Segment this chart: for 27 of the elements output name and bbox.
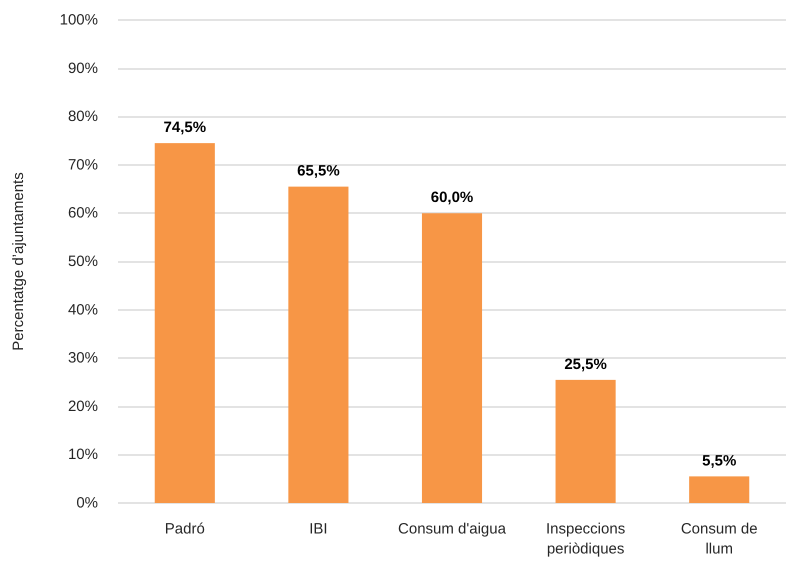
bar [689, 476, 750, 503]
y-tick-label: 100% [60, 12, 98, 28]
y-tick-label: 70% [68, 156, 98, 174]
bar [288, 186, 348, 503]
x-tick-label: Consum d'aigua [398, 520, 507, 538]
y-tick-label: 0% [76, 494, 98, 512]
x-tick-label: Consum de llum [680, 520, 758, 558]
y-axis-title: Percentatge d’ajuntaments [10, 172, 27, 351]
data-label: 74,5% [164, 119, 206, 136]
x-tick-label: IBI [309, 520, 328, 538]
data-label: 25,5% [564, 356, 607, 373]
y-tick-label: 30% [68, 350, 98, 367]
y-tick-label: 60% [68, 204, 98, 222]
y-tick-label: 20% [68, 398, 98, 415]
bar [422, 213, 482, 503]
y-tick-label: 80% [68, 108, 98, 126]
y-tick-label: 50% [68, 253, 98, 270]
data-label: 65,5% [297, 162, 340, 180]
x-tick-label: Inspeccions periòdiques [546, 520, 626, 558]
bar [556, 380, 616, 503]
bar [154, 143, 215, 503]
y-tick-label: 90% [68, 60, 98, 77]
data-label: 60,0% [430, 189, 474, 206]
x-tick-label: Padró [164, 520, 205, 538]
y-tick-label: 40% [68, 301, 98, 318]
y-tick-label: 10% [68, 446, 98, 464]
data-label: 5,5% [702, 452, 736, 470]
